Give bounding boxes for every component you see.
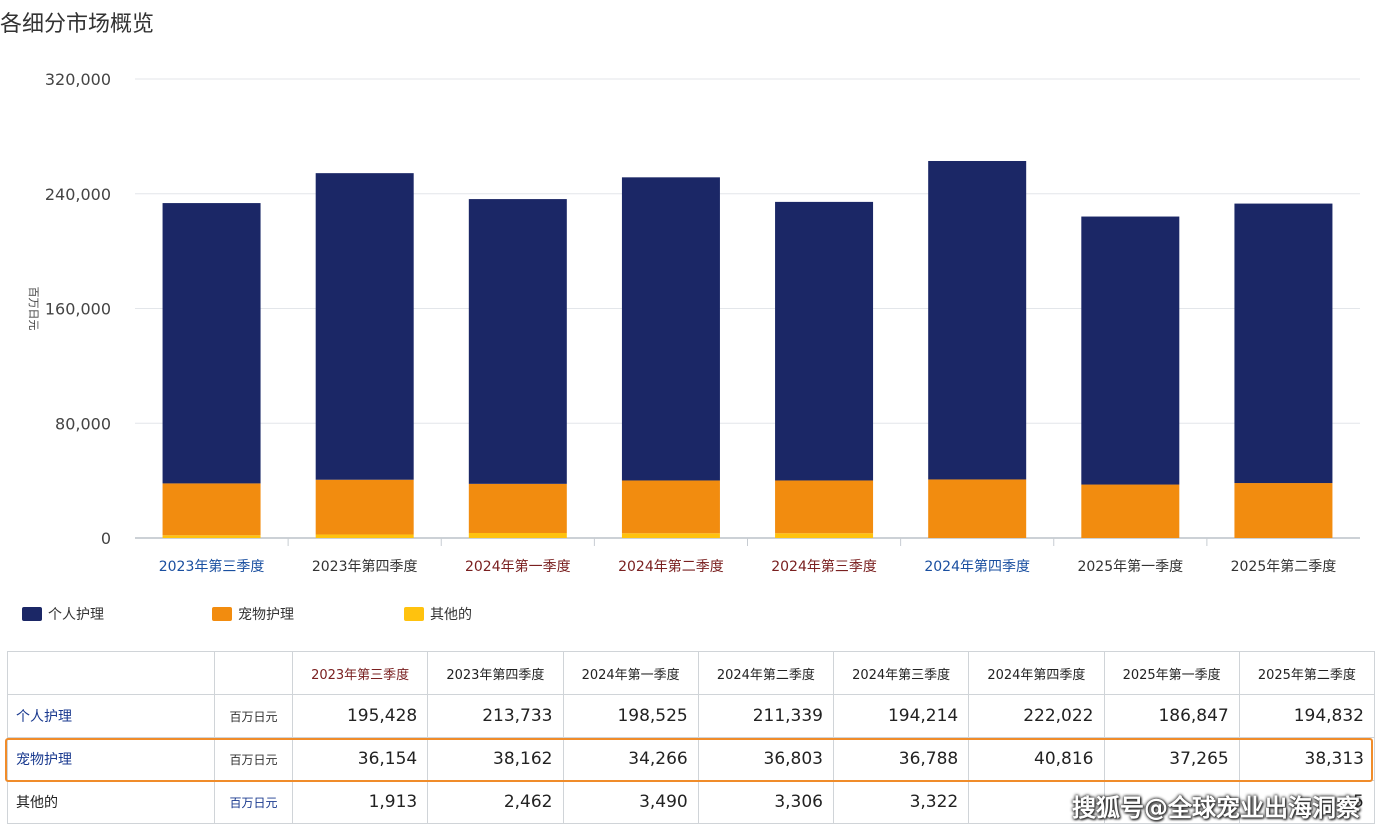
x-tick-label: 2024年第二季度 [618, 558, 724, 575]
bar-segment [1081, 484, 1180, 538]
header-cell: 2023年第三季度 [291, 651, 429, 695]
header-cell: 2024年第四季度 [968, 651, 1105, 695]
bar-segment [775, 201, 874, 481]
table-cell: 37,265 [1103, 737, 1240, 781]
header-cell: 2023年第四季度 [427, 651, 564, 695]
bar-segment [928, 479, 1027, 538]
bar-segment [468, 483, 567, 533]
row-label: 宠物护理 [7, 737, 215, 781]
table-cell: 213,733 [427, 694, 564, 738]
table-cell: 34,266 [562, 737, 699, 781]
header-empty-cell [214, 651, 293, 695]
stacked-bar-chart: 0 80,000 160,000 240,000 320,000 百万日元 2023年第三季… [27, 70, 1360, 575]
y-tick-label: 0 [101, 529, 111, 548]
x-tick-label: 2024年第一季度 [465, 558, 571, 575]
table-cell: 3,306 [697, 780, 835, 824]
table-cell: 194,832 [1238, 694, 1376, 738]
x-tick-label: 2023年第三季度 [159, 558, 265, 575]
y-tick-label: 80,000 [55, 414, 111, 433]
table-cell: 36,788 [832, 737, 970, 781]
bar-segment [162, 203, 261, 484]
legend-swatch [22, 607, 42, 621]
table-cell [1103, 780, 1240, 824]
table-cell: 36,154 [291, 737, 429, 781]
table-cell: 1,913 [291, 780, 429, 824]
chart-title: 各细分市场概览 [0, 12, 155, 37]
y-axis-label: 百万日元 [27, 287, 40, 331]
bar-segment [1081, 216, 1180, 485]
header-cell: 2024年第二季度 [697, 651, 835, 695]
x-tick-label: 2024年第三季度 [771, 558, 877, 575]
table-cell: 211,339 [697, 694, 835, 738]
bar-segment [621, 533, 720, 538]
table-row: 其他的 百万日元 1,913 2,462 3,490 3,306 3,322 5 [7, 780, 1376, 824]
table-cell: 36,803 [697, 737, 835, 781]
chart-legend: 个人护理 宠物护理 其他的 [0, 604, 900, 634]
row-unit: 百万日元 [214, 694, 293, 738]
legend-label: 个人护理 [48, 607, 104, 623]
header-cell: 2025年第二季度 [1238, 651, 1376, 695]
bar-segment [162, 483, 261, 536]
bar-segment [1234, 483, 1333, 538]
y-tick-label: 320,000 [45, 70, 111, 89]
table-row: 个人护理 百万日元 195,428 213,733 198,525 211,33… [7, 694, 1376, 738]
table-cell: 194,214 [832, 694, 970, 738]
header-cell: 2024年第一季度 [562, 651, 699, 695]
x-tick-label: 2024年第四季度 [924, 558, 1030, 575]
legend-swatch [404, 607, 424, 621]
table-cell: 3,322 [832, 780, 970, 824]
table-cell: 198,525 [562, 694, 699, 738]
table-cell: 222,022 [968, 694, 1105, 738]
legend-swatch [212, 607, 232, 621]
row-unit: 百万日元 [214, 780, 293, 824]
table-cell: 5 [1238, 780, 1376, 824]
table-cell: 40,816 [968, 737, 1105, 781]
row-unit: 百万日元 [214, 737, 293, 781]
bar-segment [621, 480, 720, 534]
bar-segment [1234, 203, 1333, 484]
header-cell: 2025年第一季度 [1103, 651, 1240, 695]
bar-segment [315, 534, 414, 538]
bar-segment [621, 177, 720, 481]
row-label: 个人护理 [7, 694, 215, 738]
x-tick-label: 2025年第二季度 [1231, 558, 1337, 575]
table-cell: 38,313 [1238, 737, 1376, 781]
bar-segment [775, 533, 874, 538]
bar-segment [775, 480, 874, 534]
legend-label: 宠物护理 [238, 607, 294, 623]
legend-item: 其他的 [404, 604, 472, 624]
bar-segment [162, 535, 261, 538]
watermark: 搜狐号@全球宠业出海洞察 [1072, 794, 1360, 822]
header-cell: 2024年第三季度 [832, 651, 970, 695]
x-tick-label: 2023年第四季度 [312, 558, 418, 575]
row-label: 其他的 [7, 780, 215, 824]
legend-label: 其他的 [430, 607, 472, 623]
x-tick-label: 2025年第一季度 [1077, 558, 1183, 575]
legend-item: 个人护理 [22, 604, 104, 624]
table-row: 宠物护理 百万日元 36,154 38,162 34,266 36,803 36… [7, 737, 1376, 781]
y-tick-label: 160,000 [45, 300, 111, 319]
table-cell: 2,462 [427, 780, 564, 824]
table-cell [968, 780, 1105, 824]
table-cell: 3,490 [562, 780, 699, 824]
bar-segment [468, 532, 567, 538]
table-header-row: 2023年第三季度 2023年第四季度 2024年第一季度 2024年第二季度 … [7, 651, 1376, 695]
bar-segment [928, 160, 1027, 480]
bar-segment [468, 199, 567, 484]
bar-segment [315, 173, 414, 480]
y-tick-label: 240,000 [45, 185, 111, 204]
table-cell: 38,162 [427, 737, 564, 781]
table-cell: 195,428 [291, 694, 429, 738]
legend-item: 宠物护理 [212, 604, 294, 624]
table-cell: 186,847 [1103, 694, 1240, 738]
header-empty-cell [7, 651, 215, 695]
bar-segment [315, 479, 414, 535]
